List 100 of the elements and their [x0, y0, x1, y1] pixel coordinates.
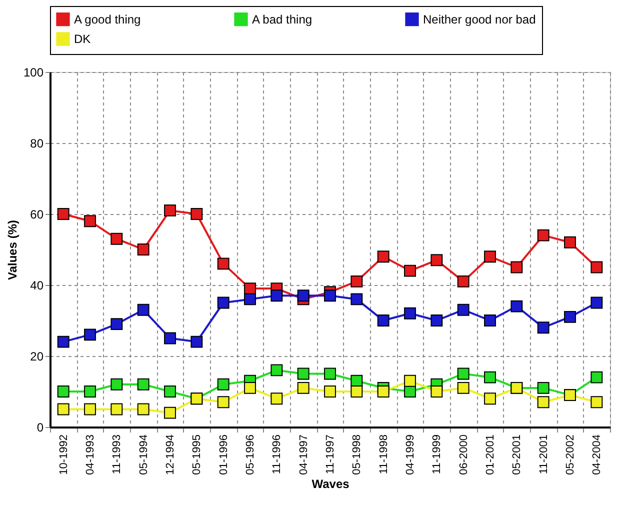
point [350, 386, 363, 398]
point [217, 378, 230, 390]
x-tick-label: 05-1996 [244, 434, 256, 475]
y-tick-label: 60 [30, 208, 44, 222]
point [217, 258, 230, 270]
point [110, 232, 123, 245]
point [457, 304, 470, 316]
point [164, 332, 176, 344]
point [164, 406, 176, 419]
point [537, 382, 550, 394]
point [324, 386, 336, 398]
x-tick-label: 11-1997 [324, 434, 336, 474]
point [297, 368, 310, 380]
point [164, 204, 176, 216]
x-tick-label: 11-1998 [378, 434, 390, 474]
point [564, 236, 576, 248]
point [137, 244, 150, 256]
point [377, 250, 390, 263]
point [190, 208, 203, 220]
legend-label: Neither good nor bad [423, 12, 536, 26]
x-axis-title: Waves [312, 476, 350, 491]
x-tick-label: 04-1999 [404, 434, 416, 475]
x-tick-label: 11-1993 [111, 434, 124, 474]
point [297, 290, 310, 302]
point [57, 336, 70, 348]
x-tick-label: 06-2000 [458, 434, 470, 475]
y-tick-label: 40 [30, 278, 44, 292]
point [57, 208, 70, 220]
x-tick-label: 05-1994 [138, 434, 150, 475]
point [590, 371, 603, 384]
point [404, 264, 416, 277]
point [564, 310, 576, 323]
x-tick-label: 04-1997 [298, 434, 310, 475]
point [324, 368, 336, 380]
x-tick-label: 12-1994 [164, 434, 176, 475]
point [457, 368, 470, 380]
x-tick-label: 04-1993 [84, 434, 96, 475]
legend-label: A bad thing [252, 12, 312, 26]
point [244, 382, 256, 394]
point [84, 386, 96, 398]
x-tick-label: 11-1996 [271, 434, 284, 474]
point [590, 396, 603, 408]
x-tick-label: 05-1995 [191, 434, 204, 475]
point [110, 403, 123, 416]
x-tick-label: 05-1998 [351, 434, 364, 475]
y-tick-label: 100 [23, 66, 44, 80]
point [350, 293, 363, 306]
point [110, 318, 123, 330]
point [84, 328, 96, 341]
point [110, 378, 123, 390]
x-tick-label: 01-1996 [218, 434, 230, 475]
point [484, 392, 496, 405]
point [430, 386, 443, 398]
x-tick-label: 10-1992 [58, 434, 70, 475]
point [590, 296, 603, 309]
point [57, 386, 70, 398]
point [377, 314, 390, 326]
point [137, 378, 150, 390]
point [137, 403, 150, 416]
point [84, 403, 96, 416]
y-axis-title: Values (%) [5, 220, 20, 280]
point [537, 396, 550, 408]
point [484, 371, 496, 384]
x-tick-label: 01-2001 [484, 434, 496, 475]
x-tick-label: 05-2001 [511, 434, 524, 475]
point [190, 336, 203, 348]
point [297, 382, 310, 394]
point [270, 392, 283, 405]
legend-label: DK [74, 32, 91, 46]
legend-label: A good thing [74, 12, 141, 26]
x-tick-label: 11-1999 [431, 434, 444, 474]
point [457, 382, 470, 394]
x-tick-label: 04-2004 [591, 434, 604, 475]
y-tick-label: 20 [30, 350, 44, 364]
point [404, 307, 416, 320]
point [457, 275, 470, 288]
point [137, 304, 150, 316]
point [430, 254, 443, 266]
x-tick-label: 11-2001 [538, 434, 550, 474]
y-tick-label: 0 [36, 420, 44, 434]
point [377, 386, 390, 398]
point [484, 250, 496, 263]
point [484, 314, 496, 326]
point [270, 290, 283, 302]
x-tick-label: 05-2002 [564, 434, 576, 475]
point [324, 290, 336, 302]
point [84, 215, 96, 228]
point [590, 261, 603, 274]
point [350, 275, 363, 288]
point [537, 322, 550, 334]
point [404, 374, 416, 387]
y-tick-label: 80 [30, 136, 44, 150]
point [164, 386, 176, 398]
point [270, 364, 283, 376]
point [217, 396, 230, 408]
point [510, 261, 523, 274]
point [537, 229, 550, 242]
point [217, 296, 230, 309]
point [430, 314, 443, 326]
point [57, 403, 70, 416]
